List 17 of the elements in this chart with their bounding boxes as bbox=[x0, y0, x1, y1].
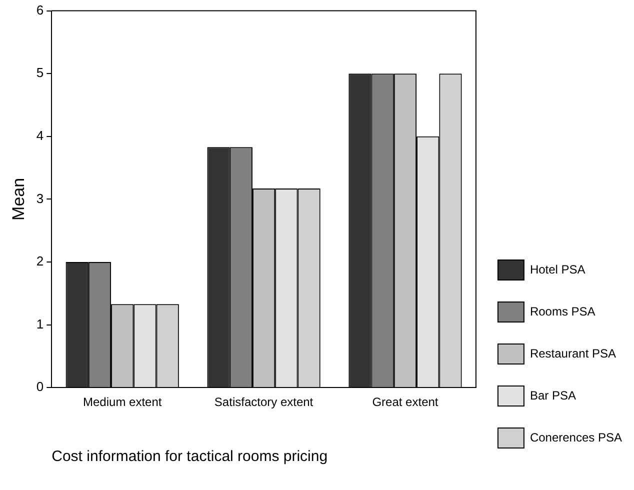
x-tick-label: Medium extent bbox=[83, 395, 162, 410]
x-axis-title: Cost information for tactical rooms pricing bbox=[52, 448, 328, 466]
y-tick-label: 2 bbox=[36, 254, 44, 269]
y-tick-label: 4 bbox=[36, 128, 44, 143]
x-tick-label: Great extent bbox=[372, 395, 439, 410]
y-tick-label: 3 bbox=[36, 190, 44, 206]
legend-label: Bar PSA bbox=[530, 388, 576, 402]
legend-label: Conerences PSA bbox=[530, 430, 622, 444]
x-tick-label: Satisfactory extent bbox=[214, 395, 314, 410]
legend-label: Restaurant PSA bbox=[530, 346, 616, 360]
legend-label: Rooms PSA bbox=[530, 304, 596, 318]
y-tick-label: 5 bbox=[36, 65, 44, 80]
y-tick-label: 0 bbox=[36, 379, 44, 394]
y-axis-title: Mean bbox=[8, 178, 28, 220]
legend-label: Hotel PSA bbox=[530, 262, 586, 276]
y-tick-label: 6 bbox=[36, 2, 44, 18]
y-tick-label: 1 bbox=[36, 316, 44, 332]
